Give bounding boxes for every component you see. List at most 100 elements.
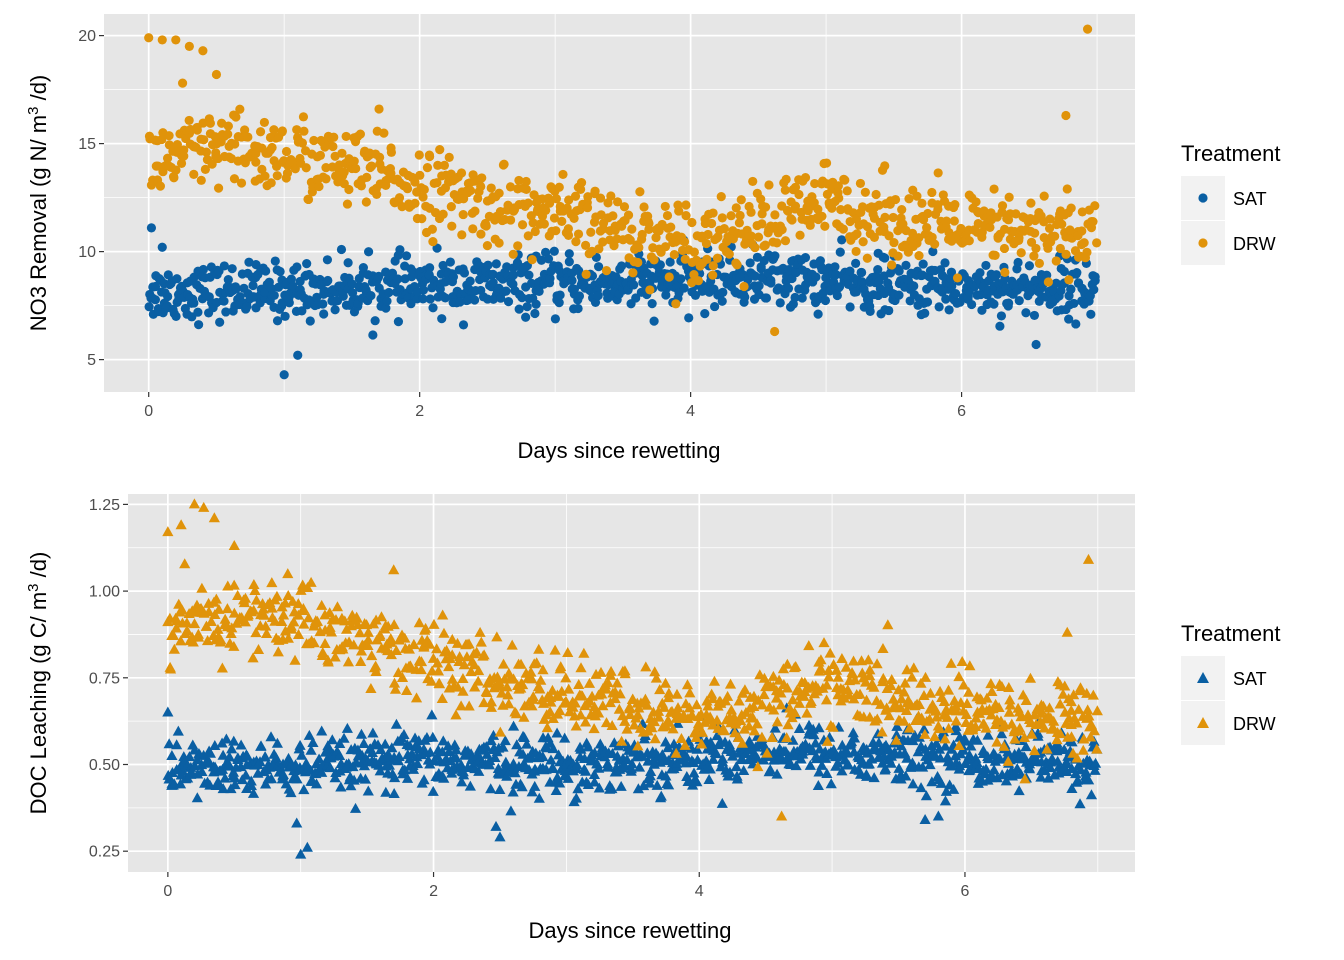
data-point	[1034, 258, 1044, 268]
data-point	[975, 268, 985, 278]
data-point	[732, 260, 742, 270]
data-point	[616, 261, 627, 271]
data-point	[490, 820, 502, 831]
data-point	[272, 316, 283, 326]
data-point	[189, 169, 199, 179]
data-point	[544, 706, 556, 717]
data-point	[963, 686, 975, 697]
data-point	[465, 666, 477, 677]
data-point	[838, 224, 848, 234]
data-point	[270, 256, 280, 266]
data-point	[998, 740, 1010, 751]
data-point	[338, 732, 350, 743]
data-point	[784, 264, 794, 275]
data-point	[549, 644, 561, 655]
data-point	[879, 763, 891, 774]
data-point	[716, 192, 726, 202]
data-point	[470, 206, 480, 216]
data-point	[718, 725, 731, 736]
data-point	[991, 736, 1003, 747]
data-point	[816, 759, 828, 770]
data-point	[787, 734, 799, 745]
data-point	[985, 709, 997, 720]
data-point	[549, 246, 559, 256]
data-point	[687, 217, 697, 228]
data-point	[649, 255, 659, 265]
data-point	[942, 684, 955, 695]
data-point	[252, 643, 265, 654]
data-point	[981, 260, 991, 271]
data-point	[295, 584, 307, 595]
data-point	[265, 731, 277, 742]
data-point	[272, 171, 282, 181]
data-point	[1024, 261, 1035, 271]
data-point	[525, 666, 537, 677]
data-point	[516, 781, 528, 792]
data-point	[820, 221, 830, 231]
data-point	[1086, 309, 1096, 319]
data-point	[575, 662, 587, 673]
data-point	[1019, 273, 1029, 283]
data-point	[832, 671, 844, 682]
data-point	[619, 668, 631, 679]
data-point	[821, 158, 832, 168]
data-point	[639, 202, 649, 212]
data-point	[628, 268, 638, 278]
data-point	[959, 735, 971, 746]
data-point	[766, 278, 776, 288]
data-point	[473, 665, 485, 676]
data-point	[758, 689, 770, 700]
data-point	[248, 280, 258, 291]
data-point	[476, 181, 486, 192]
x-tick-label: 0	[163, 883, 172, 900]
data-point	[851, 246, 861, 257]
y-tick-label: 20	[78, 28, 96, 45]
data-point	[868, 681, 880, 692]
data-point	[514, 304, 524, 314]
data-point	[733, 695, 745, 706]
data-point	[497, 741, 509, 752]
data-point	[507, 758, 520, 769]
data-point	[933, 723, 946, 734]
data-point	[191, 792, 203, 803]
data-point	[679, 283, 689, 293]
data-point	[861, 770, 873, 781]
data-point	[533, 643, 545, 654]
data-point	[653, 711, 665, 722]
data-point	[1039, 764, 1051, 775]
data-point	[291, 817, 303, 828]
data-point	[764, 180, 774, 190]
data-point	[1061, 765, 1073, 776]
data-point	[205, 616, 217, 627]
data-point	[501, 681, 513, 692]
data-point	[1051, 256, 1061, 266]
data-point	[605, 665, 617, 676]
data-point	[455, 700, 467, 711]
data-point	[912, 746, 924, 757]
data-point	[361, 197, 371, 207]
data-point	[541, 205, 551, 215]
data-point	[746, 231, 756, 241]
data-point	[269, 125, 279, 135]
data-point	[924, 687, 937, 698]
data-point	[179, 145, 189, 155]
data-point	[761, 293, 772, 303]
data-point	[508, 270, 518, 280]
data-point	[464, 780, 476, 791]
data-point	[541, 722, 553, 733]
data-point	[598, 237, 608, 247]
data-point	[521, 184, 531, 194]
data-point	[144, 302, 154, 312]
data-point	[690, 732, 702, 743]
x-axis-title: Days since rewetting	[529, 918, 732, 943]
data-point	[579, 716, 592, 727]
data-point	[690, 290, 701, 300]
data-point	[1054, 728, 1066, 739]
data-point	[181, 617, 193, 628]
data-point	[951, 289, 961, 299]
data-point	[445, 257, 455, 267]
data-point	[231, 112, 241, 122]
data-point	[1019, 773, 1031, 784]
data-point	[770, 210, 780, 220]
data-point	[997, 201, 1008, 211]
